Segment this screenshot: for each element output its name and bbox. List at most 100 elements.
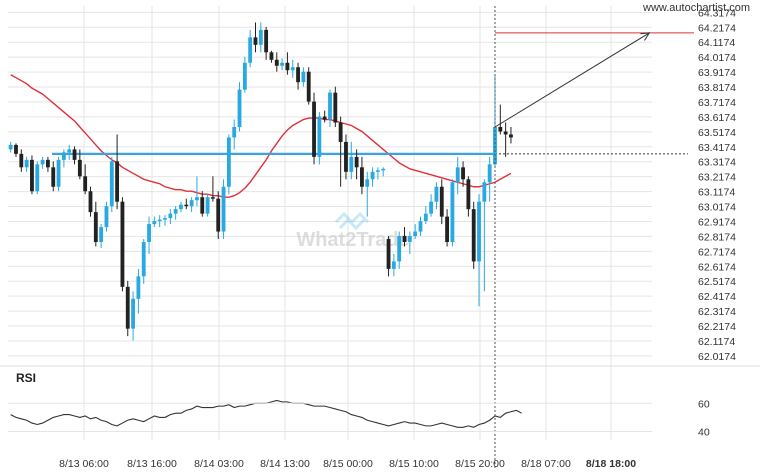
moving-average-line — [10, 74, 512, 198]
candles — [8, 22, 513, 341]
candle — [477, 194, 481, 307]
price-tick-label: 62.6174 — [698, 261, 736, 273]
candle — [152, 216, 157, 228]
candle — [365, 171, 370, 217]
time-axis: 8/13 06:00 8/13 16:00 8/14 03:00 8/14 13:00… — [59, 458, 636, 470]
candle-body — [195, 197, 199, 201]
candle — [131, 291, 135, 341]
candle-body — [8, 144, 13, 150]
candle — [19, 149, 24, 172]
candle — [56, 156, 61, 192]
candle-body — [205, 197, 210, 214]
candle-body — [104, 206, 109, 228]
candle — [189, 197, 194, 213]
candle-body — [120, 201, 125, 287]
candle — [333, 86, 338, 127]
candle-body — [344, 141, 348, 172]
candle-body — [93, 212, 98, 243]
candle — [317, 112, 322, 165]
candle-body — [210, 197, 215, 199]
candle — [216, 191, 221, 240]
candle — [407, 231, 412, 254]
candle — [237, 82, 242, 132]
rsi-line — [10, 399, 522, 428]
time-tick-label: 8/15 20:00 — [455, 458, 505, 470]
candle — [30, 155, 34, 195]
candle — [253, 22, 258, 53]
candle — [360, 156, 364, 195]
rsi-tick-label: 40 — [698, 427, 710, 439]
site-label: www.autochartist.com — [643, 2, 750, 14]
candle-body — [40, 159, 45, 165]
moving-average-path — [10, 74, 512, 198]
price-tick-label: 63.2174 — [698, 172, 736, 184]
candle-body — [216, 198, 221, 232]
time-tick-label: 8/13 06:00 — [59, 458, 109, 470]
price-tick-label: 62.8174 — [698, 231, 736, 243]
candle — [413, 224, 418, 240]
candle-body — [509, 134, 513, 138]
candle — [391, 253, 396, 277]
candle-body — [46, 159, 50, 168]
candle — [455, 156, 460, 195]
candle-body — [423, 213, 428, 222]
candle — [328, 89, 332, 127]
candle — [498, 104, 503, 135]
candle — [301, 67, 306, 87]
candle — [221, 179, 226, 240]
candle-body — [141, 242, 146, 277]
candle-body — [72, 149, 77, 160]
rsi-tick-label: 60 — [698, 398, 710, 410]
candle — [61, 149, 66, 168]
candle-body — [402, 236, 407, 243]
candle — [99, 224, 104, 248]
candle-body — [56, 159, 61, 187]
candle — [418, 216, 423, 237]
candle — [109, 156, 114, 213]
candle-body — [115, 161, 120, 202]
watermark: What2Trade — [296, 211, 410, 251]
price-tick-label: 62.9174 — [698, 216, 736, 228]
candle — [386, 236, 391, 277]
candle-body — [365, 179, 370, 187]
candle — [354, 149, 359, 180]
candle — [232, 119, 237, 150]
price-tick-label: 62.2174 — [698, 321, 736, 333]
candle-body — [455, 167, 460, 183]
candle-body — [264, 29, 269, 53]
time-tick-label: 8/15 10:00 — [389, 458, 439, 470]
candle — [285, 52, 290, 75]
candle-body — [407, 236, 412, 243]
candle-body — [445, 216, 450, 243]
candle-body — [370, 171, 375, 180]
price-tick-label: 64.2174 — [698, 22, 736, 34]
candle-body — [328, 92, 332, 120]
candle-body — [125, 286, 130, 329]
candle — [471, 201, 476, 269]
chart-grid — [0, 6, 760, 440]
candle-body — [434, 186, 439, 202]
price-tick-label: 62.7174 — [698, 246, 736, 258]
price-tick-label: 64.3174 — [698, 7, 736, 19]
candle — [381, 167, 386, 177]
candle — [77, 149, 82, 180]
candle-body — [184, 204, 189, 207]
price-tick-label: 64.0174 — [698, 52, 736, 64]
price-tick-label: 62.5174 — [698, 276, 736, 288]
candle-body — [163, 218, 167, 220]
candle-body — [77, 159, 82, 177]
time-tick-label: 8/14 13:00 — [260, 458, 310, 470]
candle-body — [200, 197, 205, 214]
candle-body — [221, 186, 226, 232]
candle — [402, 227, 407, 247]
rsi-path — [10, 399, 522, 428]
price-tick-label: 63.8174 — [698, 82, 736, 94]
candle — [147, 216, 151, 254]
candle-body — [109, 161, 114, 207]
time-tick-label: 8/18 18:00 — [586, 458, 636, 470]
candle-body — [136, 276, 141, 299]
watermark-text: What2Trade — [296, 229, 409, 251]
candle-body — [35, 164, 40, 192]
candle-body — [269, 52, 274, 60]
